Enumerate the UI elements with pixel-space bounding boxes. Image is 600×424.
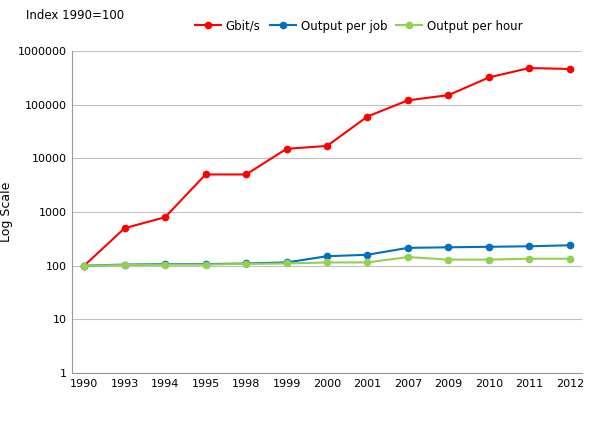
Line: Output per job: Output per job [81,242,573,269]
Y-axis label: Log Scale: Log Scale [0,182,13,242]
Output per job [364,252,371,257]
Gbit/s [121,226,128,231]
Output per job [485,244,493,249]
Output per hour [121,262,128,268]
Output per job [404,245,412,251]
Output per hour [242,261,250,266]
Output per hour [364,260,371,265]
Legend: Gbit/s, Output per job, Output per hour: Gbit/s, Output per job, Output per hour [190,15,527,37]
Gbit/s [526,65,533,70]
Output per job [526,244,533,249]
Output per hour [161,262,169,267]
Text: Index 1990=100: Index 1990=100 [26,9,124,22]
Gbit/s [202,172,209,177]
Output per hour [445,257,452,262]
Line: Output per hour: Output per hour [81,254,573,269]
Gbit/s [404,98,412,103]
Gbit/s [323,143,331,148]
Output per job [283,260,290,265]
Gbit/s [283,146,290,151]
Output per hour [202,262,209,267]
Gbit/s [485,75,493,80]
Output per job [202,262,209,267]
Output per hour [404,254,412,259]
Output per job [161,262,169,267]
Output per job [566,243,574,248]
Gbit/s [242,172,250,177]
Output per hour [485,257,493,262]
Line: Gbit/s: Gbit/s [81,65,573,269]
Gbit/s [566,67,574,72]
Output per hour [283,261,290,266]
Gbit/s [364,114,371,119]
Output per job [445,245,452,250]
Gbit/s [161,215,169,220]
Output per job [323,254,331,259]
Output per hour [526,256,533,261]
Gbit/s [445,92,452,98]
Output per job [121,262,128,267]
Output per hour [566,256,574,261]
Output per hour [80,263,88,268]
Output per hour [323,260,331,265]
Output per job [80,263,88,268]
Output per job [242,261,250,266]
Gbit/s [80,263,88,268]
